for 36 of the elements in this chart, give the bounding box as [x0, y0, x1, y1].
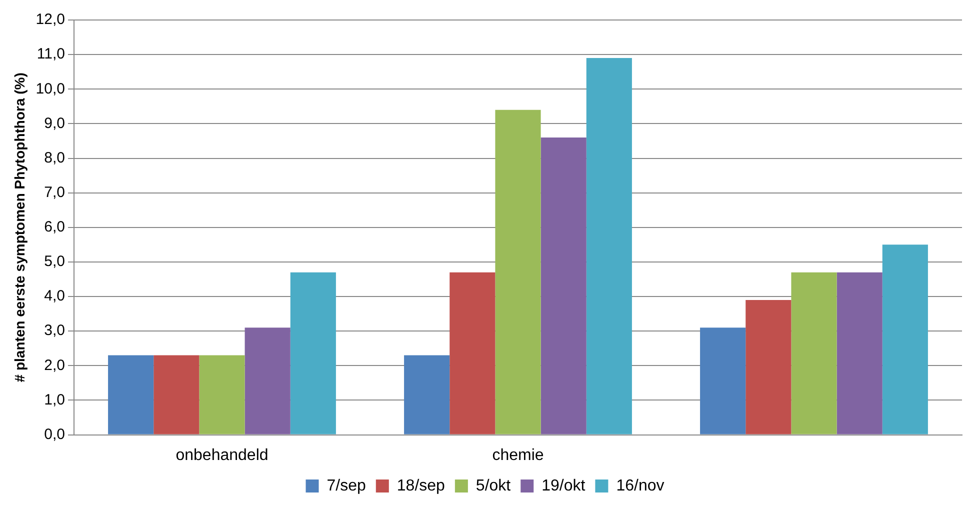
bar: [586, 58, 632, 434]
legend-label: 16/nov: [616, 477, 664, 494]
bar: [450, 272, 496, 434]
y-tick-label: 0,0: [44, 426, 65, 443]
bar: [882, 244, 928, 434]
legend-label: 18/sep: [396, 477, 446, 494]
y-axis-title: # planten eerste symptomen Phytophthora (%): [11, 72, 28, 382]
y-tick-label: 7,0: [44, 184, 65, 201]
bar: [404, 355, 450, 434]
y-tick-label: 5,0: [44, 253, 65, 270]
bar: [244, 328, 290, 434]
y-tick-label: 4,0: [44, 288, 65, 305]
bar: [836, 272, 882, 434]
y-tick-label: 6,0: [44, 218, 65, 236]
bar: [700, 328, 746, 434]
y-tick-label: 9,0: [44, 114, 65, 132]
bar: [199, 355, 245, 434]
bar: [540, 138, 586, 434]
y-tick-label: 1,0: [44, 391, 65, 408]
x-tick-label: onbehandeld: [176, 446, 268, 464]
legend-label: 19/okt: [542, 477, 586, 494]
legend-label: 5/okt: [476, 477, 512, 494]
x-tick-label: chemie: [492, 446, 544, 464]
bar: [290, 272, 336, 434]
bar: [746, 300, 792, 434]
y-tick-label: 8,0: [44, 149, 65, 166]
bar: [154, 355, 200, 434]
legend-label: 7/sep: [326, 477, 366, 494]
y-tick-label: 2,0: [44, 356, 65, 374]
bar: [495, 110, 541, 434]
y-tick-label: 10,0: [36, 80, 65, 98]
y-tick-label: 11,0: [36, 46, 65, 63]
y-tick-label: 3,0: [44, 322, 65, 340]
bar: [108, 355, 154, 434]
bar: [791, 272, 837, 434]
y-tick-label: 12,0: [36, 11, 65, 28]
